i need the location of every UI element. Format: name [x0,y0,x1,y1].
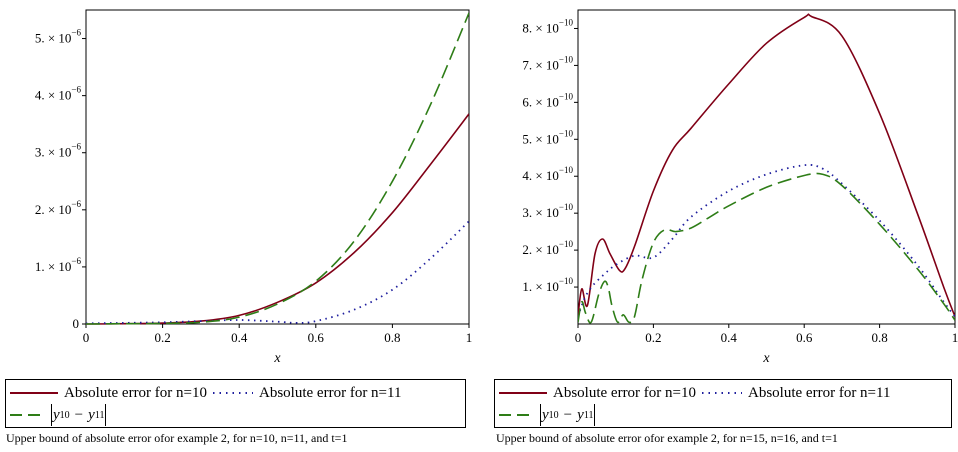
plot-frame [85,9,470,325]
series-line-3 [86,12,469,325]
legend-right-row-2: y 10− y 11 [499,404,596,426]
x-tick-label: 0.2 [645,330,661,345]
legend-left-item-1: Absolute error for n=10 [64,384,208,401]
legend-left-item-2: Absolute error for n=11 [259,384,402,401]
legend-solid-swatch [10,392,58,394]
x-axis-label: x [762,351,770,366]
series-line-2 [86,220,469,325]
y-tick-label: 4. × 10−10 [522,165,573,183]
x-tick-label: 1 [952,330,958,345]
y-tick-label: 5. × 10−6 [35,28,82,46]
legend-dashed-swatch [499,414,533,416]
legend-right: Absolute error for n=10 Absolute error f… [494,379,952,428]
legend-dotted-swatch [213,392,254,394]
y-tick-label: 4. × 10−6 [35,85,82,103]
y-tick-label: 3. × 10−10 [522,202,573,220]
plots-canvas: 0 0.2 0.4 0.6 0.8 1 x 0 1. × 10−6 2. × 10−6 3. × 1… [35,9,958,366]
chart-2: 0 0.2 0.4 0.6 0.8 1 x 1. × 10−10 2. × 10−10 3. × … [522,9,958,366]
x-tick-label: 1 [466,330,473,345]
x-tick-label: 0 [83,330,90,345]
legend-left: Absolute error for n=10 Absolute error f… [5,379,466,428]
legend-right-row-1: Absolute error for n=10 Absolute error f… [499,382,890,404]
legend-left-row-1: Absolute error for n=10 Absolute error f… [10,382,401,404]
x-axis-label: x [273,351,281,366]
x-tick-label: 0.4 [231,330,248,345]
legend-right-item-3: y 10− y 11 [539,404,596,426]
y-tick-label: 7. × 10−10 [522,54,573,72]
y-tick-label: 2. × 10−10 [522,239,573,257]
y-tick-label: 1. × 10−6 [35,256,82,274]
x-tick-label: 0.6 [308,330,325,345]
x-tick-label: 0 [575,330,582,345]
legend-right-item-1: Absolute error for n=10 [553,384,697,401]
x-tick-label: 0.4 [721,330,738,345]
legend-solid-swatch [499,392,547,394]
series-line-1 [578,13,955,317]
caption-left: Upper bound of absolute error ofor examp… [6,431,348,445]
caption-right: Upper bound of absolute error ofor examp… [496,431,838,445]
y-tick-label: 0 [73,316,80,331]
y-tick-label: 6. × 10−10 [522,91,573,109]
x-tick-label: 0.8 [384,330,400,345]
y-tick-label: 8. × 10−10 [522,17,573,35]
x-tick-label: 0.6 [796,330,813,345]
legend-dashed-swatch [10,414,44,416]
chart-1: 0 0.2 0.4 0.6 0.8 1 x 0 1. × 10−6 2. × 10−6 3. × 1… [35,9,473,366]
y-tick-label: 5. × 10−10 [522,128,573,146]
legend-left-item-3: y 10− y 11 [50,404,107,426]
y-tick-label: 2. × 10−6 [35,199,82,217]
y-tick-label: 3. × 10−6 [35,142,82,160]
legend-right-item-2: Absolute error for n=11 [748,384,891,401]
y-tick-label: 1. × 10−10 [522,276,573,294]
x-tick-label: 0.2 [154,330,170,345]
legend-dotted-swatch [702,392,743,394]
x-tick-label: 0.8 [871,330,887,345]
legend-left-row-2: y 10− y 11 [10,404,107,426]
plot-frame [577,9,956,325]
